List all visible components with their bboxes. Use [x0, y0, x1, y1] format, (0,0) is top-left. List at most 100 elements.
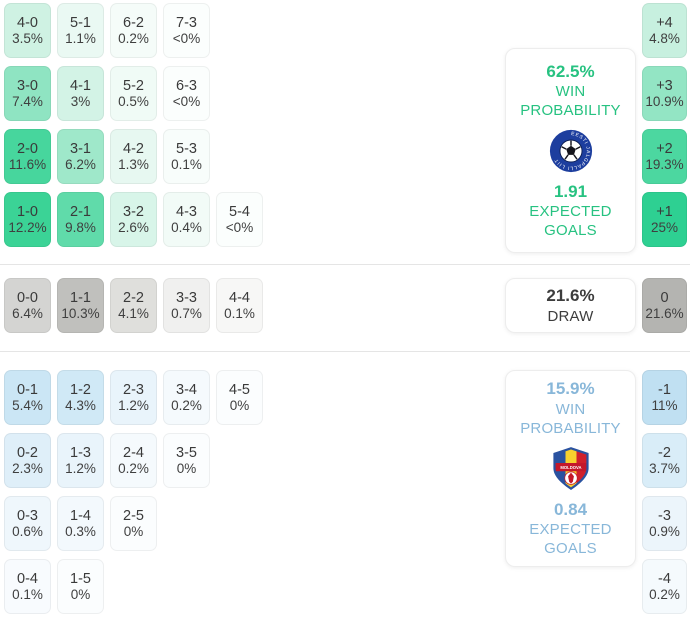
- score-cell-4-5[interactable]: 4-5 0%: [216, 370, 263, 425]
- score-cell-4-1[interactable]: 4-1 3%: [57, 66, 104, 121]
- scoreline: 2-3: [123, 381, 144, 398]
- probability: 3%: [70, 94, 91, 109]
- score-cell-0-3[interactable]: 0-3 0.6%: [4, 496, 51, 551]
- scoreline: 0-2: [17, 444, 38, 461]
- probability: <0%: [172, 94, 201, 109]
- scoreline: 5-1: [70, 14, 91, 31]
- score-cell-2-4[interactable]: 2-4 0.2%: [110, 433, 157, 488]
- score-cell-1-4[interactable]: 1-4 0.3%: [57, 496, 104, 551]
- score-cell-7-3[interactable]: 7-3 <0%: [163, 3, 210, 58]
- margin-cell-minus3[interactable]: -3 0.9%: [642, 496, 687, 551]
- home-win-panel: 62.5% WIN PROBABILITY EESTI JALGPALLI LI…: [505, 48, 636, 253]
- score-cell-3-5[interactable]: 3-5 0%: [163, 433, 210, 488]
- score-cell-3-1[interactable]: 3-1 6.2%: [57, 129, 104, 184]
- score-cell-4-3[interactable]: 4-3 0.4%: [163, 192, 210, 247]
- score-cell-0-2[interactable]: 0-2 2.3%: [4, 433, 51, 488]
- score-cell-5-4[interactable]: 5-4 <0%: [216, 192, 263, 247]
- scoreline: 7-3: [176, 14, 197, 31]
- margin-cell-minus2[interactable]: -2 3.7%: [642, 433, 687, 488]
- probability: 0.2%: [118, 461, 149, 476]
- margin-cell-minus4[interactable]: -4 0.2%: [642, 559, 687, 614]
- score-cell-1-2[interactable]: 1-2 4.3%: [57, 370, 104, 425]
- draw-panel: 21.6% DRAW: [505, 278, 636, 333]
- scoreline: 1-5: [70, 570, 91, 587]
- probability: 0.2%: [171, 398, 202, 413]
- scoreline: 1-4: [70, 507, 91, 524]
- score-cell-0-1[interactable]: 0-1 5.4%: [4, 370, 51, 425]
- scoreline: 1-1: [70, 289, 91, 306]
- probability: <0%: [225, 220, 254, 235]
- score-cell-3-0[interactable]: 3-0 7.4%: [4, 66, 51, 121]
- away-win-panel: 15.9% WIN PROBABILITY MOLDOVA 0.84 EXPEC…: [505, 370, 636, 567]
- score-cell-3-4[interactable]: 3-4 0.2%: [163, 370, 210, 425]
- probability: 0.2%: [649, 587, 680, 602]
- probability: 10.3%: [61, 306, 100, 321]
- expected-goals-label-line1: EXPECTED: [529, 202, 612, 220]
- score-cell-2-1[interactable]: 2-1 9.8%: [57, 192, 104, 247]
- probability: 7.4%: [12, 94, 43, 109]
- probability: 10.9%: [645, 94, 684, 109]
- score-cell-2-0[interactable]: 2-0 11.6%: [4, 129, 51, 184]
- moldova-crest-text: MOLDOVA: [560, 465, 581, 470]
- home-expected-goals-value: 1.91: [553, 181, 588, 201]
- draw-label: DRAW: [547, 307, 594, 325]
- margin-cell-plus2[interactable]: +2 19.3%: [642, 129, 687, 184]
- margin-cell-0[interactable]: 0 21.6%: [642, 278, 687, 333]
- draw-probability-value: 21.6%: [546, 286, 595, 306]
- probability: 1.1%: [65, 31, 96, 46]
- scoreline: 3-5: [176, 444, 197, 461]
- probability: 2.3%: [12, 461, 43, 476]
- score-cell-2-3[interactable]: 2-3 1.2%: [110, 370, 157, 425]
- score-cell-5-3[interactable]: 5-3 0.1%: [163, 129, 210, 184]
- margin-cell-plus4[interactable]: +4 4.8%: [642, 3, 687, 58]
- probability: 3.7%: [649, 461, 680, 476]
- probability: 11.6%: [8, 157, 47, 172]
- scoreline: 1-3: [70, 444, 91, 461]
- probability: <0%: [172, 31, 201, 46]
- probability: 0%: [229, 398, 250, 413]
- probability: 0%: [70, 587, 91, 602]
- scoreline: 5-2: [123, 77, 144, 94]
- score-cell-6-3[interactable]: 6-3 <0%: [163, 66, 210, 121]
- probability: 12.2%: [8, 220, 47, 235]
- score-cell-4-0[interactable]: 4-0 3.5%: [4, 3, 51, 58]
- probability: 0.1%: [12, 587, 43, 602]
- margin-cell-minus1[interactable]: -1 11%: [642, 370, 687, 425]
- probability: 6.2%: [65, 157, 96, 172]
- score-cell-1-3[interactable]: 1-3 1.2%: [57, 433, 104, 488]
- probability: 0.9%: [649, 524, 680, 539]
- score-cell-2-5[interactable]: 2-5 0%: [110, 496, 157, 551]
- scoreline: 3-3: [176, 289, 197, 306]
- score-cell-4-2[interactable]: 4-2 1.3%: [110, 129, 157, 184]
- score-cell-5-2[interactable]: 5-2 0.5%: [110, 66, 157, 121]
- score-cell-1-5[interactable]: 1-5 0%: [57, 559, 104, 614]
- score-cell-0-4[interactable]: 0-4 0.1%: [4, 559, 51, 614]
- win-label-line1: WIN: [555, 83, 586, 101]
- score-cell-5-1[interactable]: 5-1 1.1%: [57, 3, 104, 58]
- section-divider-bottom: [0, 351, 690, 352]
- margin-cell-plus1[interactable]: +1 25%: [642, 192, 687, 247]
- expected-goals-label-line1: EXPECTED: [529, 521, 612, 539]
- scoreline: 4-5: [229, 381, 250, 398]
- score-cell-1-1[interactable]: 1-1 10.3%: [57, 278, 104, 333]
- score-cell-4-4[interactable]: 4-4 0.1%: [216, 278, 263, 333]
- probability: 3.5%: [12, 31, 43, 46]
- score-cell-3-2[interactable]: 3-2 2.6%: [110, 192, 157, 247]
- probability: 0.1%: [224, 306, 255, 321]
- probability: 19.3%: [645, 157, 684, 172]
- scoreline: 3-1: [70, 140, 91, 157]
- score-cell-3-3[interactable]: 3-3 0.7%: [163, 278, 210, 333]
- margin-cell-plus3[interactable]: +3 10.9%: [642, 66, 687, 121]
- score-cell-2-2[interactable]: 2-2 4.1%: [110, 278, 157, 333]
- scoreline: 1-0: [17, 203, 38, 220]
- scoreline: 5-3: [176, 140, 197, 157]
- scoreline: 4-2: [123, 140, 144, 157]
- score-cell-0-0[interactable]: 0-0 6.4%: [4, 278, 51, 333]
- score-cell-6-2[interactable]: 6-2 0.2%: [110, 3, 157, 58]
- probability: 21.6%: [645, 306, 684, 321]
- probability: 2.6%: [118, 220, 149, 235]
- score-cell-1-0[interactable]: 1-0 12.2%: [4, 192, 51, 247]
- scoreline: 0-1: [17, 381, 38, 398]
- probability: 0.3%: [65, 524, 96, 539]
